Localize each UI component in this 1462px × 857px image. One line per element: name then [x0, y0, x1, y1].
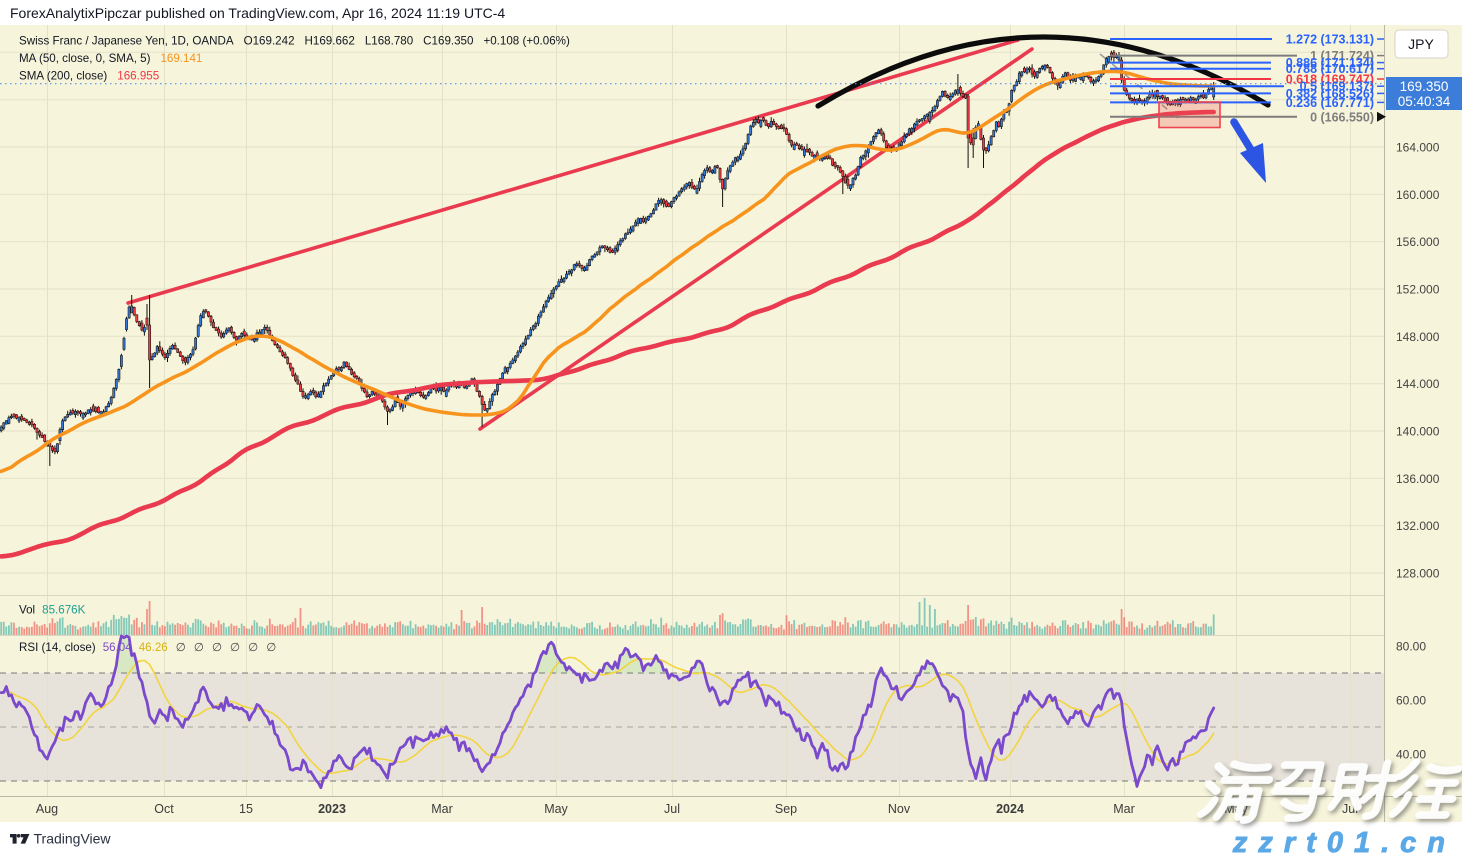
svg-text:0.788 (170.617): 0.788 (170.617) — [1286, 62, 1374, 76]
svg-text:2023: 2023 — [318, 802, 346, 816]
svg-text:148.000: 148.000 — [1396, 330, 1440, 344]
svg-text:Jul: Jul — [664, 802, 680, 816]
svg-text:SMA (200, close)166.955: SMA (200, close) 166.955 — [19, 70, 159, 83]
svg-text:152.000: 152.000 — [1396, 283, 1440, 297]
svg-text:0 (166.550): 0 (166.550) — [1310, 110, 1374, 124]
svg-text:15: 15 — [239, 802, 253, 816]
svg-text:Nov: Nov — [888, 802, 911, 816]
svg-text:136.000: 136.000 — [1396, 472, 1440, 486]
svg-text:Oct: Oct — [154, 802, 174, 816]
svg-text:MA (50, close, 0, SMA, 5)169.1: MA (50, close, 0, SMA, 5) 169.141 — [19, 52, 202, 65]
svg-text:132.000: 132.000 — [1396, 519, 1440, 533]
svg-text:140.000: 140.000 — [1396, 425, 1440, 439]
svg-text:160.000: 160.000 — [1396, 188, 1440, 202]
svg-text:Aug: Aug — [36, 802, 58, 816]
svg-text:2024: 2024 — [996, 802, 1024, 816]
svg-text:169.350: 169.350 — [1400, 79, 1449, 94]
svg-text:80.00: 80.00 — [1396, 640, 1426, 654]
svg-text:JPY: JPY — [1408, 36, 1434, 52]
svg-text:40.00: 40.00 — [1396, 748, 1426, 762]
svg-text:Swiss Franc / Japanese Yen, 1D: Swiss Franc / Japanese Yen, 1D, OANDA O16… — [19, 35, 570, 48]
svg-text:ForexAnalytixPipczar published: ForexAnalytixPipczar published on Tradin… — [10, 5, 505, 21]
svg-text:0.236 (167.771): 0.236 (167.771) — [1286, 96, 1374, 110]
svg-text:0.382 (168.526): 0.382 (168.526) — [1286, 87, 1374, 101]
svg-text:TradingView: TradingView — [34, 831, 112, 847]
svg-text:May: May — [544, 802, 568, 816]
svg-text:156.000: 156.000 — [1396, 235, 1440, 249]
svg-text:1 (171.724): 1 (171.724) — [1310, 49, 1374, 63]
svg-text:164.000: 164.000 — [1396, 141, 1440, 155]
svg-text:zzrt01.cn: zzrt01.cn — [1232, 827, 1456, 857]
svg-text:60.00: 60.00 — [1396, 694, 1426, 708]
svg-text:Mar: Mar — [431, 802, 453, 816]
svg-text:144.000: 144.000 — [1396, 377, 1440, 391]
svg-text:Mar: Mar — [1113, 802, 1135, 816]
svg-text:128.000: 128.000 — [1396, 567, 1440, 581]
svg-text:05:40:34: 05:40:34 — [1398, 94, 1451, 109]
svg-text:Sep: Sep — [775, 802, 797, 816]
svg-text:0.886 (171.134): 0.886 (171.134) — [1286, 56, 1374, 70]
svg-text:0.618 (169.747): 0.618 (169.747) — [1286, 73, 1374, 87]
svg-text:1.272 (173.131): 1.272 (173.131) — [1286, 33, 1374, 47]
